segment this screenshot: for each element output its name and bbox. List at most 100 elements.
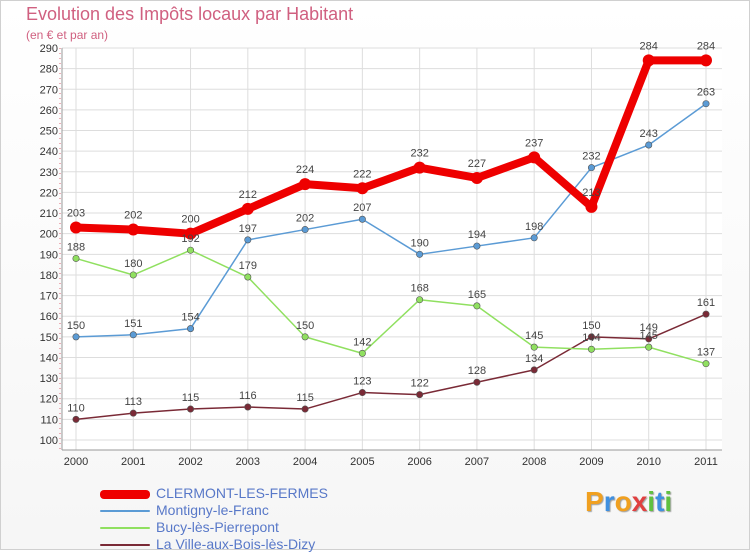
y-tick-label: 240 xyxy=(40,146,58,158)
x-tick-label: 2011 xyxy=(694,456,718,468)
data-point xyxy=(642,54,655,67)
logo-letter: P xyxy=(585,486,604,517)
y-tick-label: 150 xyxy=(40,332,58,344)
y-tick-label: 160 xyxy=(40,311,58,323)
legend-swatch xyxy=(100,489,150,499)
data-label: 179 xyxy=(239,260,257,272)
y-tick-label: 190 xyxy=(40,249,58,261)
data-label: 194 xyxy=(468,229,486,241)
data-label: 213 xyxy=(582,187,600,199)
legend-swatch xyxy=(100,527,150,529)
x-tick-label: 2001 xyxy=(121,456,145,468)
data-point xyxy=(416,250,424,258)
x-tick-label: 2002 xyxy=(178,456,202,468)
data-label: 227 xyxy=(468,158,486,170)
x-tick-label: 2005 xyxy=(350,456,374,468)
data-label: 188 xyxy=(67,241,85,253)
data-label: 116 xyxy=(239,390,257,402)
legend-label: Montigny-le-Franc xyxy=(156,502,269,518)
logo-letter: r xyxy=(603,486,615,517)
data-point xyxy=(416,391,424,399)
data-label: 222 xyxy=(353,168,371,180)
y-tick-label: 100 xyxy=(40,435,58,447)
line-chart: 100 110 120 130 140 150 160 170 180 190 200 210 220 2… xyxy=(40,40,722,468)
data-point xyxy=(530,366,538,374)
data-point xyxy=(72,333,80,341)
data-point xyxy=(530,234,538,242)
data-point xyxy=(473,378,481,386)
data-point xyxy=(187,246,195,254)
data-point xyxy=(473,302,481,310)
logo-letter: o xyxy=(614,486,632,517)
legend-swatch xyxy=(100,510,150,512)
legend-swatch xyxy=(100,544,150,546)
data-point xyxy=(416,296,424,304)
data-label: 263 xyxy=(697,87,715,99)
data-point xyxy=(358,349,366,357)
data-label: 168 xyxy=(410,283,428,295)
data-point xyxy=(587,345,595,353)
data-point xyxy=(470,171,483,184)
x-tick-label: 2007 xyxy=(465,456,489,468)
data-point xyxy=(645,335,653,343)
chart-title: Evolution des Impôts locaux par Habitant xyxy=(26,4,354,24)
data-point xyxy=(187,325,195,333)
data-point xyxy=(70,221,82,234)
data-point xyxy=(244,236,252,244)
x-tick-label: 2004 xyxy=(293,456,317,468)
data-label: 192 xyxy=(181,233,199,245)
data-point xyxy=(358,215,366,223)
data-point xyxy=(645,141,653,149)
data-point xyxy=(244,403,252,411)
data-label: 161 xyxy=(697,297,715,309)
data-label: 203 xyxy=(67,207,85,219)
data-label: 115 xyxy=(296,392,314,404)
legend-label: La Ville-aux-Bois-lès-Dizy xyxy=(156,536,316,552)
data-point xyxy=(358,389,366,397)
logo-letter: x xyxy=(631,486,648,517)
data-label: 150 xyxy=(296,320,314,332)
y-tick-label: 260 xyxy=(40,105,58,117)
data-point xyxy=(244,273,252,281)
data-point xyxy=(127,223,140,236)
x-tick-label: 2010 xyxy=(636,456,660,468)
data-point xyxy=(587,333,595,341)
data-point xyxy=(702,100,710,108)
y-tick-label: 140 xyxy=(40,352,58,364)
series-line xyxy=(75,102,707,338)
data-label: 115 xyxy=(182,392,200,404)
data-point xyxy=(356,182,369,195)
data-point xyxy=(72,254,80,262)
data-point xyxy=(528,151,541,164)
y-tick-label: 290 xyxy=(40,43,58,55)
data-label: 128 xyxy=(468,365,486,377)
data-label: 190 xyxy=(410,237,428,249)
data-point xyxy=(301,333,309,341)
x-tick-label: 2008 xyxy=(522,456,546,468)
data-label: 144 xyxy=(582,332,600,344)
y-tick-label: 230 xyxy=(40,167,58,179)
series-line xyxy=(72,56,710,238)
data-point xyxy=(299,178,312,191)
y-tick-label: 250 xyxy=(40,126,58,138)
data-label: 237 xyxy=(525,137,543,149)
series-line xyxy=(75,249,707,365)
y-tick-label: 210 xyxy=(40,208,58,220)
data-label: 123 xyxy=(353,376,371,388)
data-label: 232 xyxy=(410,148,428,160)
proxiti-logo: Proxiti xyxy=(585,486,672,518)
data-label: 180 xyxy=(124,258,142,270)
data-label: 197 xyxy=(239,223,257,235)
data-label: 154 xyxy=(181,312,199,324)
data-point xyxy=(585,200,598,213)
series-line xyxy=(75,313,707,421)
logo-letter: t xyxy=(655,486,665,517)
data-label: 122 xyxy=(410,378,428,390)
data-point xyxy=(301,405,309,413)
data-label: 243 xyxy=(640,128,658,140)
y-tick-label: 110 xyxy=(40,414,58,426)
data-point xyxy=(241,202,254,215)
plot-area xyxy=(62,48,722,450)
y-tick-label: 130 xyxy=(40,373,58,385)
data-label: 198 xyxy=(525,221,543,233)
